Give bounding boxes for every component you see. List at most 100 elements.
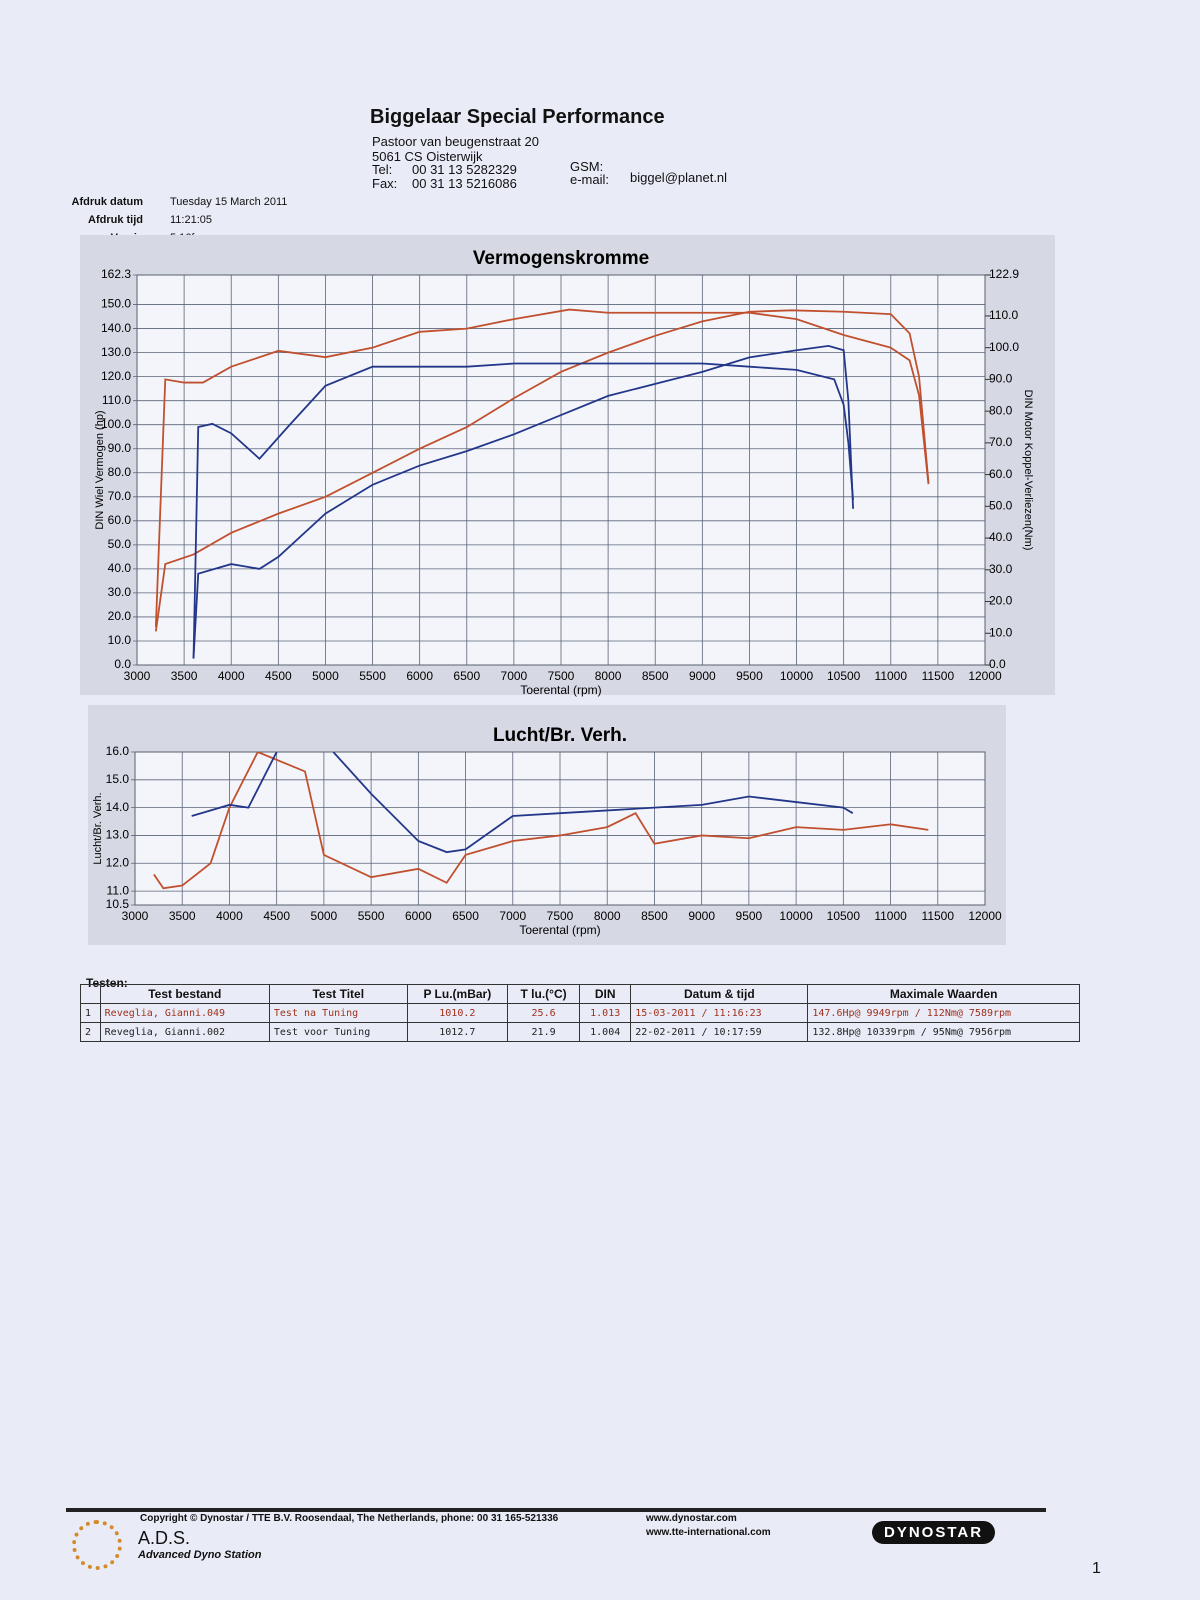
x-tick-label: 10000: [780, 669, 814, 683]
chart-title: Lucht/Br. Verh.: [493, 725, 627, 746]
x-tick-label: 5500: [359, 669, 386, 683]
x-tick-label: 7000: [499, 909, 526, 923]
column-header: Datum & tijd: [630, 984, 809, 1004]
x-tick-label: 12000: [968, 669, 1002, 683]
x-tick-label: 10500: [827, 669, 861, 683]
test-row: 1 Reveglia, Gianni.049 Test na Tuning 1010.…: [80, 1003, 1080, 1023]
cell: 15-03-2011 / 11:16:23: [630, 1003, 809, 1023]
x-tick-label: 9500: [736, 669, 763, 683]
x-tick-label: 5500: [358, 909, 385, 923]
info-label: Afdruk datum: [71, 196, 144, 208]
y-tick-label: 30.0: [108, 585, 132, 599]
x-tick-label: 3000: [122, 909, 149, 923]
page-number: 1: [1092, 1560, 1101, 1577]
email: biggel@planet.nl: [630, 170, 728, 185]
x-tick-label: 7500: [548, 669, 575, 683]
footer-rule: [66, 1508, 1046, 1512]
cell: 132.8Hp@ 10339rpm / 95Nm@ 7956rpm: [807, 1022, 1080, 1042]
copyright: Copyright © Dynostar / TTE B.V. Roosenda…: [140, 1513, 559, 1524]
column-header: Test bestand: [99, 984, 270, 1004]
cell: 1010.2: [406, 1003, 509, 1023]
y-axis-label: DIN Wiel Vermogen (hp): [94, 410, 106, 529]
x-tick-label: 4500: [263, 909, 290, 923]
series-line: [153, 752, 929, 890]
email-label: e-mail:: [570, 172, 610, 187]
x-tick-label: 3500: [171, 669, 198, 683]
y-tick-label: 15.0: [106, 772, 130, 786]
info-value: Tuesday 15 March 2011: [170, 196, 288, 208]
y2-tick-label: 80.0: [989, 403, 1013, 417]
y-tick-label: 12.0: [106, 855, 130, 869]
gsm-label: GSM:: [570, 159, 604, 174]
cell: Test na Tuning: [268, 1003, 408, 1023]
logo-sub: Advanced Dyno Station: [138, 1549, 262, 1561]
header-row: Test bestand Test Titel P Lu.(mBar) T lu.(°…: [80, 984, 1080, 1004]
x-axis-label: Toerental (rpm): [520, 683, 601, 697]
column-header: [80, 984, 101, 1004]
y2-tick-label: 0.0: [989, 657, 1006, 671]
logo: A.D.S.: [138, 1528, 191, 1548]
x-tick-label: 11500: [922, 669, 955, 683]
y-tick-label: 130.0: [101, 345, 131, 359]
series-line: [192, 344, 854, 658]
x-tick-label: 11000: [875, 669, 908, 683]
y-tick-label: 40.0: [108, 561, 132, 575]
series-line: [191, 752, 854, 854]
y2-tick-label: 50.0: [989, 499, 1013, 513]
y-tick-label: 10.5: [106, 897, 130, 911]
city: 5061 CS Oisterwijk: [372, 149, 483, 164]
y-tick-label: 110.0: [102, 393, 131, 407]
y2-tick-label: 90.0: [989, 372, 1013, 386]
x-axis-label: Toerental (rpm): [519, 923, 600, 937]
x-tick-label: 6000: [406, 669, 433, 683]
y-tick-label: 11.0: [107, 883, 130, 897]
series-line: [154, 308, 930, 627]
y2-tick-label: 10.0: [989, 625, 1013, 639]
y-tick-label: 14.0: [106, 800, 130, 814]
y-tick-label: 60.0: [108, 513, 132, 527]
web: www.dynostar.com: [646, 1513, 737, 1524]
charts: Vermogenskromme 3000 3500 4000 4500 5000 5500 6…: [80, 235, 1055, 945]
y2-tick-label: 100.0: [989, 340, 1019, 354]
y2-tick-label: 30.0: [989, 562, 1013, 576]
x-tick-label: 12000: [968, 909, 1002, 923]
x-tick-label: 6000: [405, 909, 432, 923]
x-tick-label: 8500: [641, 909, 668, 923]
x-tick-label: 9000: [688, 909, 715, 923]
y-tick-label: 80.0: [108, 465, 132, 479]
x-tick-label: 9000: [689, 669, 716, 683]
y2-tick-label: 40.0: [989, 530, 1013, 544]
cell: 1.004: [579, 1022, 632, 1042]
column-header: Test Titel: [268, 984, 408, 1004]
y-tick-label: 150.0: [101, 297, 131, 311]
y-tick-label: 13.0: [106, 828, 130, 842]
fax: 00 31 13 5216086: [412, 176, 517, 191]
y-tick-label: 120.0: [101, 369, 131, 383]
x-tick-label: 4000: [218, 669, 245, 683]
x-tick-label: 10500: [827, 909, 861, 923]
x-tick-label: 7000: [501, 669, 528, 683]
chart-title: Vermogenskromme: [473, 248, 649, 269]
fax-label: Fax:: [372, 176, 398, 191]
x-tick-label: 5000: [311, 909, 338, 923]
y-tick-label: 140.0: [101, 321, 131, 335]
cell: 147.6Hp@ 9949rpm / 112Nm@ 7589rpm: [807, 1003, 1080, 1023]
x-tick-label: 5000: [312, 669, 339, 683]
x-tick-label: 3000: [124, 669, 151, 683]
web: www.tte-international.com: [646, 1527, 771, 1538]
address: Pastoor van beugenstraat 20: [372, 134, 539, 149]
series-line: [154, 309, 930, 632]
cell: 25.6: [507, 1003, 581, 1023]
y2-axis-label: DIN Motor Koppel-Verliezen(Nm): [1022, 390, 1034, 551]
x-tick-label: 10000: [779, 909, 813, 923]
y2-tick-label: 122.9: [989, 267, 1019, 281]
x-tick-label: 9500: [736, 909, 763, 923]
y-tick-label: 70.0: [108, 489, 132, 503]
y-tick-label: 20.0: [108, 609, 132, 623]
column-header: DIN: [579, 984, 632, 1004]
column-header: Maximale Waarden: [807, 984, 1080, 1004]
cell: Reveglia, Gianni.002: [99, 1022, 270, 1042]
cell: 1: [80, 1003, 101, 1023]
logo-icon: [72, 1520, 122, 1570]
